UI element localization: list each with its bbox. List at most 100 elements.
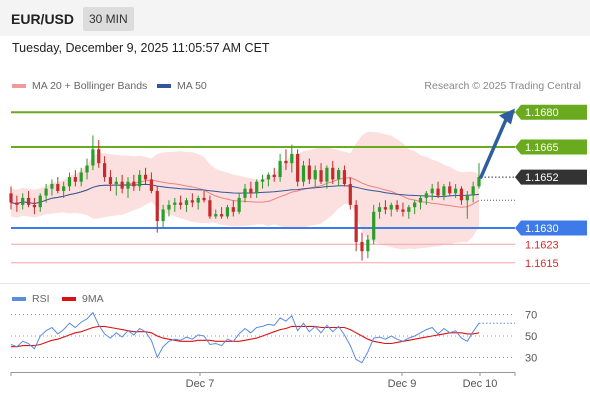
candle-body (407, 207, 411, 212)
x-tick-label: Dec 10 (463, 378, 498, 390)
bollinger-swatch (12, 84, 26, 89)
candle-body (237, 197, 241, 212)
candle-body (132, 181, 136, 187)
candle-body (79, 172, 83, 182)
candle-body (138, 174, 142, 187)
candle-body (348, 184, 352, 205)
candle-body (342, 170, 347, 185)
legend-rsi-ma-label: 9MA (82, 293, 104, 305)
candle-body (366, 239, 370, 252)
candle-body (296, 153, 300, 182)
candle-body (301, 165, 306, 182)
candle-body (202, 197, 206, 201)
candle-body (114, 181, 118, 185)
candle-body (196, 197, 200, 203)
rsi-tick-label: 50 (525, 331, 537, 343)
candle-body (465, 195, 469, 201)
candle-body (272, 174, 276, 178)
candle-body (32, 204, 37, 208)
level-label-3: 1.1623 (525, 239, 559, 251)
candle-body (284, 160, 288, 164)
candle-body (50, 184, 54, 189)
candle-body (97, 149, 101, 164)
last-price-tag (515, 169, 587, 185)
candle-body (325, 167, 329, 182)
candle-body (85, 165, 89, 173)
level-tag-1 (515, 139, 587, 155)
candle-body (336, 170, 341, 180)
candle-body (214, 214, 218, 217)
candle-body (208, 200, 212, 217)
candle-body (231, 207, 235, 212)
header-bar: EUR/USD 30 MIN (0, 0, 590, 36)
candle-body (120, 181, 124, 189)
candle-body (67, 177, 72, 187)
candle-body (266, 174, 271, 180)
candle-body (389, 204, 393, 210)
x-tick-label: Dec 7 (186, 378, 215, 390)
candle-body (102, 163, 107, 178)
candle-body (383, 207, 388, 210)
legend-rsi-label: RSI (32, 293, 50, 305)
candle-body (290, 153, 294, 164)
rsi-tick-label: 70 (525, 310, 537, 322)
candle-body (413, 202, 417, 208)
rsi-tick-label: 30 (525, 352, 537, 364)
candle-body (155, 190, 159, 222)
candle-body (73, 177, 77, 182)
rsi-ma-line (11, 325, 480, 348)
candle-body (21, 197, 25, 205)
candle-body (108, 177, 113, 185)
legend-bollinger: MA 20 + Bollinger Bands (12, 80, 147, 92)
candle-body (260, 179, 265, 182)
candle-body (307, 165, 311, 180)
candle-body (91, 149, 95, 166)
candle-body (143, 174, 148, 180)
legend-rsi: RSI (12, 293, 50, 305)
candle-body (401, 209, 405, 212)
candle-body (459, 188, 464, 201)
candle-body (354, 204, 358, 242)
rsi-line (10, 311, 480, 364)
level-label-2: 1.1630 (525, 223, 559, 235)
candle-body (184, 200, 189, 205)
rsi-ma-swatch (62, 297, 76, 302)
candle-body (225, 207, 230, 217)
candle-body (167, 204, 171, 210)
symbol-title: EUR/USD (11, 11, 75, 27)
legend-rsi-ma: 9MA (62, 293, 104, 305)
candle-body (319, 170, 323, 182)
ma50-swatch (157, 84, 171, 89)
timeframe-button[interactable]: 30 MIN (83, 7, 134, 31)
level-label-1: 1.1665 (525, 142, 559, 154)
level-tag-2 (515, 220, 587, 236)
candles-group (9, 135, 481, 261)
legend-ma50-label: MA 50 (177, 80, 207, 92)
candle-body (9, 193, 13, 203)
candle-body (243, 188, 247, 198)
candle-body (453, 188, 458, 194)
candle-body (190, 200, 194, 203)
legend-ma50: MA 50 (157, 80, 207, 92)
candle-body (179, 202, 183, 205)
candle-body (15, 202, 19, 205)
last-price-label: 1.1652 (525, 172, 559, 184)
candle-body (56, 184, 60, 191)
candle-body (255, 181, 259, 194)
candle-body (471, 186, 475, 196)
x-tick-label: Dec 9 (388, 378, 417, 390)
level-label-0: 1.1680 (525, 107, 559, 119)
candle-body (278, 160, 282, 178)
candle-body (331, 167, 335, 180)
candle-body (173, 202, 177, 205)
candle-body (418, 197, 423, 203)
level-label-4: 1.1615 (525, 258, 559, 270)
rsi-swatch (12, 297, 26, 302)
candle-body (44, 188, 48, 196)
candle-body (38, 195, 42, 208)
candle-body (430, 188, 434, 194)
candle-body (161, 209, 165, 222)
candle-body (313, 170, 317, 180)
candle-body (424, 193, 428, 198)
